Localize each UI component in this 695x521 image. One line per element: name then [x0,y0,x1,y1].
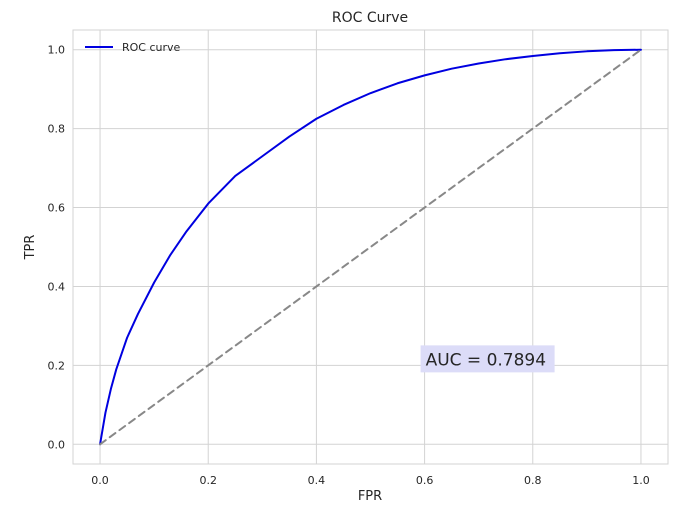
x-tick-label: 0.4 [308,474,326,487]
x-axis-label: FPR [358,489,382,504]
y-tick-label: 0.4 [48,280,66,293]
series-layer [99,48,642,446]
chart-title: ROC Curve [332,10,408,26]
x-tick-label: 0.8 [524,474,542,487]
grid [73,30,668,464]
auc-annotation-text: AUC = 0.7894 [426,350,546,370]
y-axis-label: TPR [23,235,38,261]
y-tick-label: 0.2 [48,359,66,372]
y-tick-label: 0.8 [48,123,66,136]
x-tick-label: 0.0 [91,474,109,487]
x-tick-label: 0.2 [199,474,217,487]
plot-frame [72,29,669,465]
x-tick-label: 0.6 [416,474,434,487]
diagonal-reference-line [99,48,642,446]
y-tick-label: 0.6 [48,202,66,215]
auc-annotation: AUC = 0.7894 [420,345,555,373]
tick-labels: 0.0 0.2 0.4 0.6 0.8 1.0 0.0 0.2 0.4 0.6 0.8 1.0 [48,44,650,487]
x-tick-label: 1.0 [632,474,650,487]
y-tick-label: 0.0 [48,438,66,451]
y-tick-label: 1.0 [48,44,66,57]
legend: ROC curve [85,41,181,54]
legend-label-roc-curve: ROC curve [122,41,181,54]
annotation-layer: AUC = 0.7894 [420,345,555,373]
auc-annotation-box [420,345,555,373]
roc-curve-line [99,48,642,446]
